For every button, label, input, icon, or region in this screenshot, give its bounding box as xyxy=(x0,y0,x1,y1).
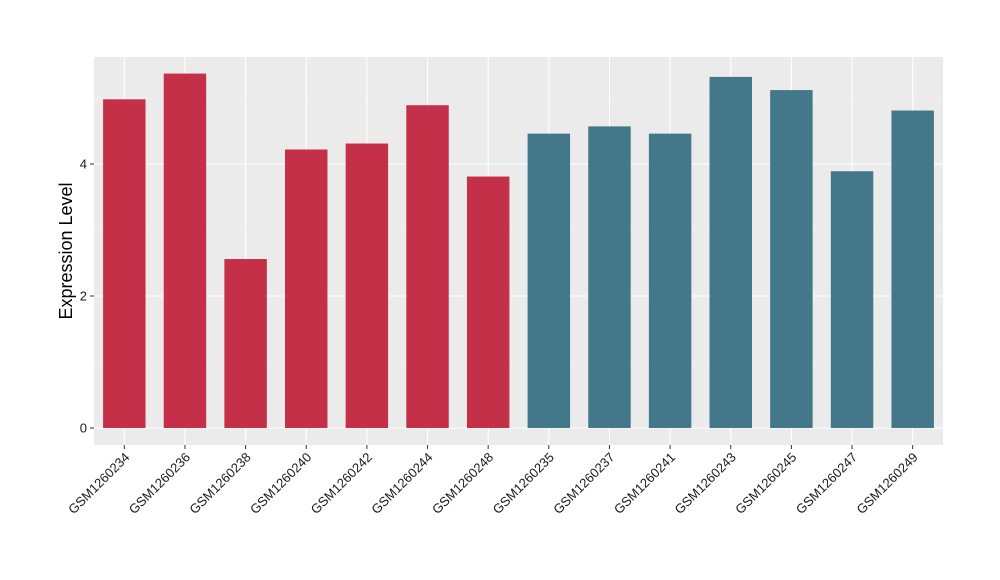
bar-GSM1260243 xyxy=(709,76,752,428)
bar-GSM1260244 xyxy=(406,105,449,428)
y-axis-title: Expression Level xyxy=(56,182,76,319)
x-tick-label: GSM1260247 xyxy=(793,450,860,517)
x-tick-label: GSM1260237 xyxy=(550,450,617,517)
bars xyxy=(103,73,934,429)
bar-GSM1260248 xyxy=(466,176,510,428)
x-tick-label: GSM1260243 xyxy=(672,450,739,517)
x-tick-label: GSM1260240 xyxy=(247,450,314,517)
x-tick-label: GSM1260245 xyxy=(732,450,799,517)
x-tick-label: GSM1260248 xyxy=(429,450,496,517)
x-tick-label: GSM1260241 xyxy=(611,450,678,517)
x-tick-label: GSM1260249 xyxy=(853,450,920,517)
bar-GSM1260242 xyxy=(345,143,389,429)
x-tick-label: GSM1260234 xyxy=(65,450,132,517)
bar-GSM1260236 xyxy=(163,73,207,428)
x-tick-label: GSM1260236 xyxy=(126,450,193,517)
x-tick-label: GSM1260235 xyxy=(490,450,557,517)
y-tick-label: 0 xyxy=(80,421,87,436)
bar-GSM1260247 xyxy=(830,171,874,428)
x-axis: GSM1260234GSM1260236GSM1260238GSM1260240… xyxy=(65,445,921,517)
x-tick-label: GSM1260242 xyxy=(308,450,375,517)
bar-GSM1260238 xyxy=(224,259,267,428)
x-tick-label: GSM1260244 xyxy=(368,450,435,517)
bar-GSM1260234 xyxy=(103,99,146,428)
bar-GSM1260237 xyxy=(588,126,631,428)
bar-GSM1260240 xyxy=(285,149,328,429)
plot-panel xyxy=(94,57,943,445)
bar-GSM1260249 xyxy=(891,110,934,428)
y-tick-label: 2 xyxy=(80,289,87,304)
y-axis: 0 2 4 xyxy=(80,157,94,436)
bar-GSM1260235 xyxy=(527,133,571,428)
y-tick-label: 4 xyxy=(80,157,87,172)
bar-GSM1260245 xyxy=(770,90,813,428)
x-tick-label: GSM1260238 xyxy=(186,450,253,517)
bar-GSM1260241 xyxy=(648,133,692,428)
